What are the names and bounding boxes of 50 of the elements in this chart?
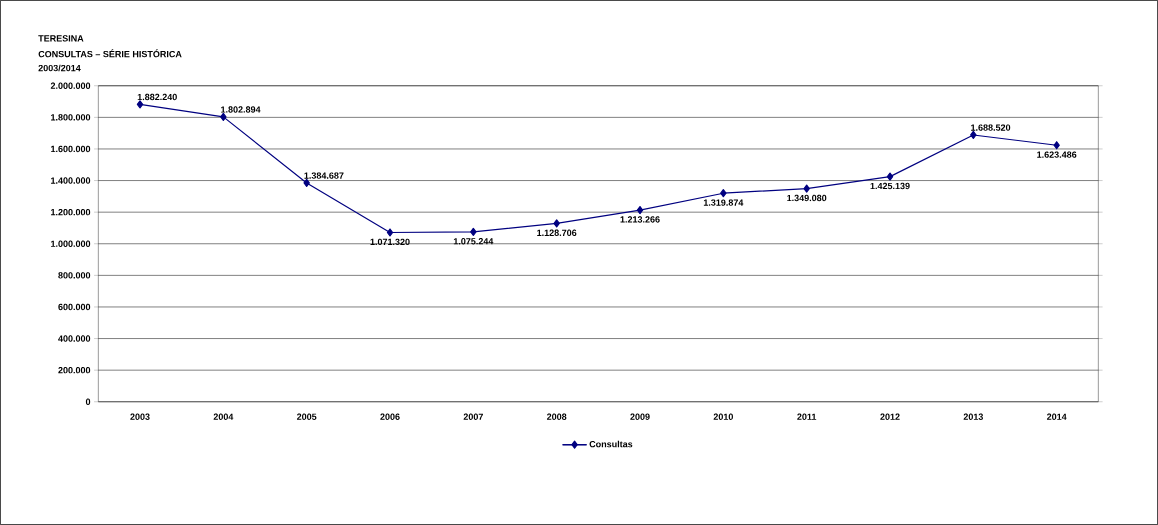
point <box>553 219 560 228</box>
y-tick-label: 600.000 <box>58 303 91 311</box>
data-label: 1.071.320 <box>370 238 410 246</box>
data-label: 1.623.486 <box>1037 151 1077 158</box>
x-tick-label: 2006 <box>380 413 400 420</box>
data-label: 1.384.687 <box>304 172 344 179</box>
point <box>136 100 144 109</box>
x-tick-label: 2008 <box>546 413 567 420</box>
legend-label: Consultas <box>589 440 633 448</box>
data-label: 1.349.080 <box>787 194 827 202</box>
point <box>720 189 727 198</box>
data-label: 1.075.244 <box>453 238 494 245</box>
y-tick-label: 200.000 <box>58 366 91 374</box>
x-tick-label: 2007 <box>463 413 483 420</box>
chart-title: TERESINA <box>38 35 84 42</box>
y-tick-label: 1.600.000 <box>51 145 91 153</box>
y-tick-label: 2.000.000 <box>50 82 91 89</box>
data-label: 1.213.266 <box>620 216 660 223</box>
y-tick-label: 1.800.000 <box>51 114 91 121</box>
y-tick-label: 400.000 <box>58 335 91 342</box>
x-tick-label: 2012 <box>880 413 900 420</box>
chart-subtitle: CONSULTAS – SÉRIE HISTÓRICA 2003/2014 <box>38 49 182 72</box>
y-tick-label: 0 <box>85 398 91 405</box>
y-tick-label: 800.000 <box>58 272 91 279</box>
point <box>803 184 810 193</box>
data-label: 1.802.894 <box>221 106 261 113</box>
data-label: 1.319.874 <box>703 199 744 206</box>
x-tick-label: 2004 <box>213 413 234 420</box>
point <box>1053 141 1060 150</box>
x-tick-label: 2010 <box>713 413 733 420</box>
x-tick-label: 2005 <box>296 413 317 420</box>
data-label: 1.882.240 <box>137 93 177 101</box>
data-label: 1.688.520 <box>971 124 1011 131</box>
point <box>470 227 477 236</box>
data-label: 1.425.139 <box>870 182 910 190</box>
y-tick-label: 1.400.000 <box>51 177 91 184</box>
point <box>303 178 310 188</box>
point <box>386 228 394 237</box>
point <box>220 112 227 121</box>
x-tick-label: 2013 <box>963 413 984 420</box>
x-tick-label: 2014 <box>1046 413 1067 420</box>
data-label: 1.128.706 <box>537 229 577 236</box>
point <box>970 130 977 140</box>
y-tick-label: 1.000.000 <box>51 240 91 247</box>
x-tick-label: 2011 <box>797 413 817 420</box>
x-tick-label: 2009 <box>630 413 650 420</box>
point <box>886 172 894 181</box>
x-tick-label: 2003 <box>130 413 150 420</box>
y-tick-label: 1.200.000 <box>51 208 91 216</box>
point <box>636 205 644 215</box>
